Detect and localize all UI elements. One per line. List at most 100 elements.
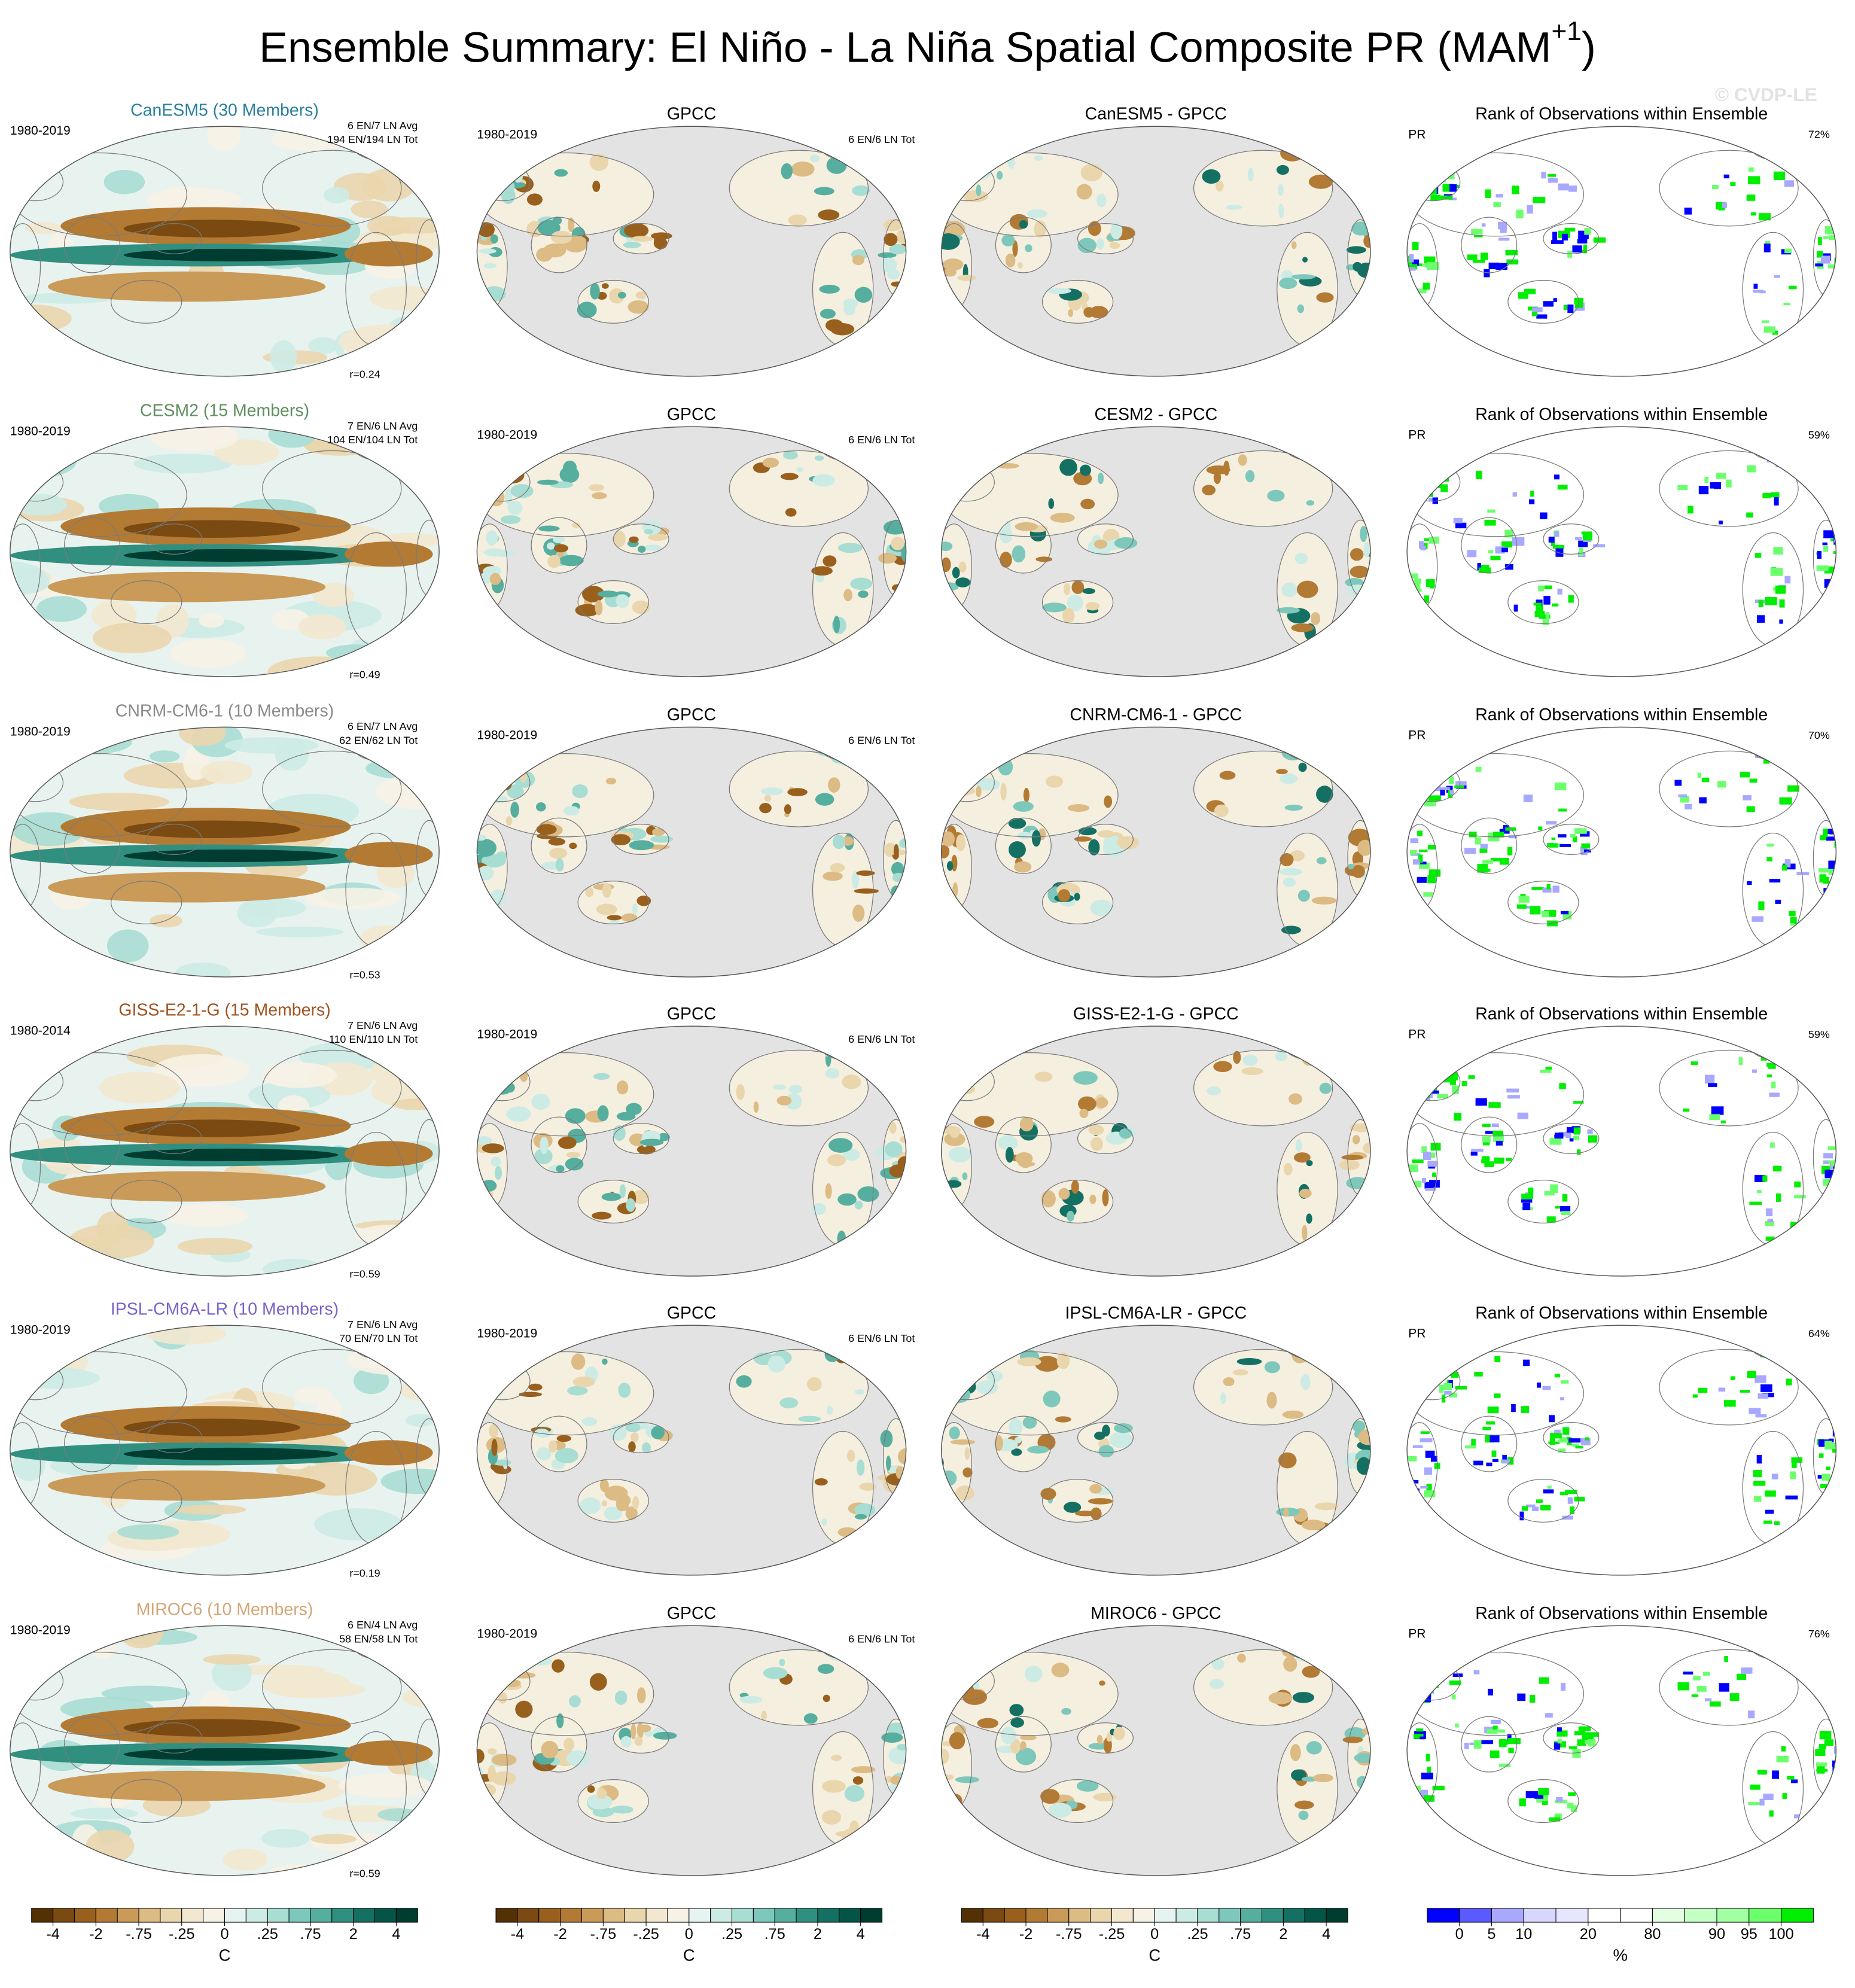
field-patch [625, 1422, 641, 1432]
rank-cell [1723, 174, 1729, 179]
rank-cell [1546, 1216, 1556, 1223]
rank-cell [1784, 859, 1791, 867]
rank-cell [1816, 1769, 1828, 1772]
field-patch [169, 638, 247, 668]
rank-cell [1822, 1474, 1830, 1481]
field-patch [878, 553, 897, 564]
field-patch [308, 337, 338, 355]
rank-cell [1542, 617, 1549, 626]
rank-cell [1760, 447, 1769, 452]
rank-cell [1820, 1484, 1827, 1488]
field-patch [1066, 1210, 1075, 1222]
rank-cell [1573, 1101, 1584, 1104]
rank-cell [1487, 509, 1495, 513]
field-patch [840, 1646, 865, 1658]
field-patch [1289, 1093, 1302, 1105]
field-patch [814, 187, 834, 196]
rank-cell [1412, 1383, 1418, 1389]
rank-cell [1691, 1694, 1699, 1697]
field-patch [941, 778, 957, 790]
rank-cell [1423, 892, 1433, 897]
field-patch [1106, 1733, 1113, 1742]
rank-cell [1738, 1057, 1743, 1065]
field-patch [1354, 1753, 1370, 1763]
field-patch [1109, 242, 1120, 249]
rank-cell [1539, 1677, 1549, 1684]
field-patch [624, 223, 649, 238]
rank-cell [1781, 1746, 1786, 1752]
rank-cell [1793, 1642, 1801, 1648]
field-patch [1005, 1147, 1014, 1163]
rank-cell [1822, 542, 1827, 546]
field-patch [1321, 136, 1327, 153]
rank-cell [1740, 772, 1750, 778]
field-patch [831, 440, 839, 446]
colorbar-label: 10 [1515, 1926, 1532, 1943]
field-patch [630, 1723, 636, 1740]
rank-cell [1439, 470, 1452, 474]
field-patch [1293, 1043, 1305, 1058]
field-patch [1048, 1803, 1072, 1818]
rank-cell [1832, 1447, 1836, 1453]
field-patch [489, 1362, 504, 1369]
field-patch [1093, 539, 1108, 549]
field-patch [619, 1184, 626, 1198]
field-band [123, 248, 339, 261]
rank-cell [1767, 1219, 1774, 1223]
field-patch [482, 286, 506, 302]
field-patch [1058, 889, 1071, 902]
correlation: r=0.59 [349, 1268, 380, 1280]
variable: PR [1408, 128, 1425, 142]
rank-cell [1440, 790, 1445, 796]
field-patch [941, 1470, 957, 1486]
field-patch [1220, 1392, 1226, 1405]
counts: 104 EN/104 LN Tot [327, 434, 418, 446]
rank-cell [1507, 1734, 1512, 1742]
rank-cell [1416, 1728, 1424, 1732]
rank-cell [1817, 550, 1822, 559]
rank-cell [1766, 1074, 1772, 1077]
field-patch [540, 1136, 549, 1155]
field-patch [616, 1080, 629, 1095]
field-patch [200, 760, 253, 784]
colorbar-box [538, 1908, 561, 1923]
rank-cell [1557, 588, 1562, 595]
field-patch [1090, 899, 1113, 917]
rank-cell [1755, 553, 1762, 558]
field-patch [602, 1358, 608, 1365]
rank-cell [1753, 1469, 1762, 1478]
field-patch [610, 1806, 634, 1814]
rank-cell [1538, 1788, 1549, 1795]
rank-cell [1417, 1693, 1421, 1701]
field-patch [843, 1645, 855, 1656]
field-patch [482, 1143, 504, 1153]
field-patch [1067, 804, 1090, 812]
map-border [476, 726, 907, 978]
field-patch [401, 174, 440, 188]
percent: 59% [1808, 1028, 1830, 1040]
colorbar-box [203, 1908, 226, 1923]
field-patch [207, 126, 241, 151]
rank-cell [1757, 448, 1763, 454]
field-patch [889, 1122, 897, 1134]
field-patch [1299, 1188, 1312, 1198]
field-patch [1013, 801, 1034, 812]
rank-cell [1554, 1813, 1562, 1820]
field-patch [609, 288, 625, 304]
field-patch [976, 1380, 998, 1395]
rank-cell [1482, 1136, 1491, 1143]
colorbar-box [1283, 1908, 1305, 1923]
field-patch [1278, 1452, 1297, 1469]
rank-cell [1482, 1124, 1491, 1128]
rank-cell [1786, 1057, 1792, 1060]
rank-cell [1490, 1719, 1501, 1724]
map-border [10, 1325, 440, 1576]
map [941, 427, 1370, 677]
rank-cell [1831, 1773, 1836, 1781]
rank-cell [1499, 829, 1510, 834]
rank-cell [1428, 1090, 1439, 1094]
field-patch [1088, 1124, 1104, 1135]
rank-cell [1747, 881, 1752, 885]
field-patch [499, 774, 513, 790]
field-patch [1286, 1636, 1303, 1652]
